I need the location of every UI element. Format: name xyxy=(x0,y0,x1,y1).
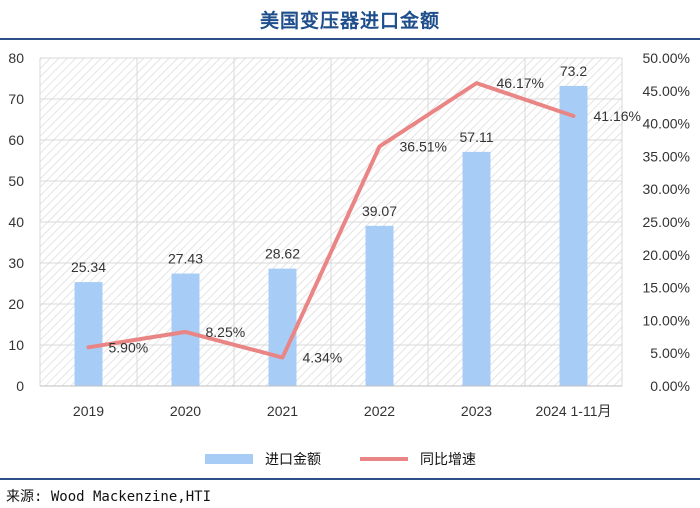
y-left-tick-label: 80 xyxy=(8,50,24,66)
line-value-label: 4.34% xyxy=(303,350,343,366)
bar xyxy=(268,268,297,386)
bar xyxy=(74,282,103,386)
bar-value-label: 25.34 xyxy=(71,259,106,275)
legend: 进口金额 同比增速 xyxy=(205,452,476,468)
x-tick-label: 2024 1-11月 xyxy=(535,403,611,419)
y-left-tick-label: 20 xyxy=(8,296,24,312)
top-rule xyxy=(0,38,700,40)
bar xyxy=(462,151,491,386)
y-right-tick-label: 0.00% xyxy=(650,378,690,394)
source-note: 来源: Wood Mackenzine,HTI xyxy=(6,489,212,505)
bar xyxy=(365,225,394,386)
bar xyxy=(171,273,200,386)
y-left-tick-label: 70 xyxy=(8,91,24,107)
y-right-tick-label: 35.00% xyxy=(643,148,690,164)
bottom-rule xyxy=(0,478,700,480)
axes: 010203040506070800.00%5.00%10.00%15.00%2… xyxy=(8,50,690,419)
bar-value-label: 57.11 xyxy=(460,129,494,145)
bar-value-label: 28.62 xyxy=(265,246,300,262)
y-left-tick-label: 60 xyxy=(8,132,24,148)
line-value-label: 46.17% xyxy=(497,75,544,91)
x-tick-label: 2023 xyxy=(461,403,492,419)
line-series xyxy=(86,81,576,360)
chart-title: 美国变压器进口金额 xyxy=(259,10,440,32)
y-left-tick-label: 40 xyxy=(8,214,24,230)
legend-line-label: 同比增速 xyxy=(420,452,476,468)
data-labels: 25.34 27.43 28.62 39.07 57.11 73.2 5.90% 8.25% 4… xyxy=(71,63,641,366)
y-left-tick-label: 10 xyxy=(8,337,24,353)
y-right-tick-label: 25.00% xyxy=(643,214,690,230)
y-left-tick-label: 50 xyxy=(8,173,24,189)
growth-line xyxy=(86,81,576,360)
y-right-tick-label: 15.00% xyxy=(643,280,690,296)
bar-value-label: 39.07 xyxy=(362,203,397,219)
line-value-label: 8.25% xyxy=(206,324,246,340)
x-tick-label: 2021 xyxy=(267,403,298,419)
y-right-tick-label: 30.00% xyxy=(643,181,690,197)
y-right-tick-label: 40.00% xyxy=(643,116,690,132)
y-left-tick-label: 30 xyxy=(8,255,24,271)
bar-value-label: 73.2 xyxy=(560,63,587,79)
line-value-label: 41.16% xyxy=(594,108,641,124)
bar-series xyxy=(74,85,588,386)
x-tick-label: 2022 xyxy=(364,403,395,419)
y-left-tick-label: 0 xyxy=(16,378,24,394)
legend-bar-label: 进口金额 xyxy=(265,452,321,468)
x-tick-label: 2019 xyxy=(73,403,104,419)
bar-value-label: 27.43 xyxy=(168,251,203,267)
y-right-tick-label: 10.00% xyxy=(643,312,690,328)
y-right-tick-label: 20.00% xyxy=(643,247,690,263)
legend-bar-swatch xyxy=(205,454,253,464)
y-right-tick-label: 5.00% xyxy=(650,345,690,361)
x-tick-label: 2020 xyxy=(170,403,201,419)
y-right-tick-label: 50.00% xyxy=(643,50,690,66)
bar xyxy=(559,85,588,386)
line-value-label: 36.51% xyxy=(400,138,447,154)
y-right-tick-label: 45.00% xyxy=(643,83,690,99)
chart: 25.34 27.43 28.62 39.07 57.11 73.2 5.90% 8.25% 4… xyxy=(8,50,690,468)
line-value-label: 5.90% xyxy=(109,339,149,355)
